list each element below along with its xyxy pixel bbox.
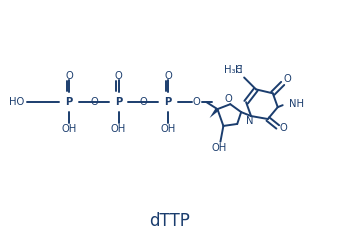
Text: O: O xyxy=(193,97,201,107)
Text: P: P xyxy=(66,97,73,107)
Text: OH: OH xyxy=(160,124,176,134)
Text: O: O xyxy=(280,123,288,133)
Text: NH: NH xyxy=(289,99,304,109)
Text: O: O xyxy=(284,74,291,84)
Text: OH: OH xyxy=(62,124,77,134)
Text: OH: OH xyxy=(212,143,227,153)
Text: P: P xyxy=(115,97,122,107)
Text: O: O xyxy=(224,94,232,104)
Text: H: H xyxy=(235,65,242,75)
Text: O: O xyxy=(115,71,122,81)
Text: O: O xyxy=(164,71,172,81)
Text: N: N xyxy=(246,116,254,126)
Text: HO: HO xyxy=(9,97,24,107)
Text: OH: OH xyxy=(111,124,126,134)
Polygon shape xyxy=(209,108,219,118)
Text: O: O xyxy=(90,97,98,107)
Text: P: P xyxy=(165,97,172,107)
Text: dTTP: dTTP xyxy=(150,212,190,230)
Text: O: O xyxy=(65,71,73,81)
Text: H₃C: H₃C xyxy=(224,65,242,75)
Text: O: O xyxy=(139,97,147,107)
